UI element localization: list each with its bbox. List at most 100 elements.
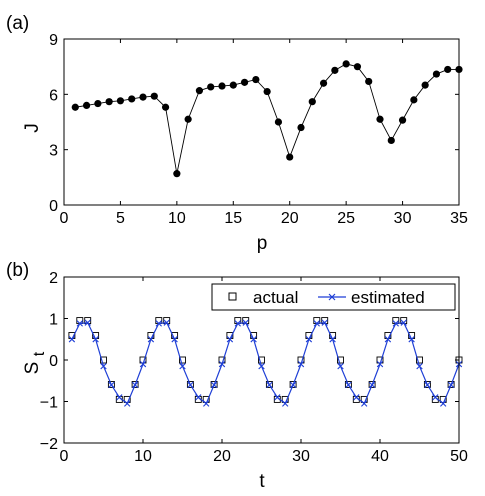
panel-a-data-point: [150, 92, 158, 100]
panel-b-estimated-point: [321, 319, 328, 326]
panel-a-ytick-label: 3: [49, 143, 58, 160]
panel-b-estimated-point: [218, 360, 226, 368]
panel-b-estimated-point: [400, 319, 407, 326]
panel-b-actual-point: [265, 381, 273, 388]
panel-b-estimated-point: [313, 320, 320, 327]
panel-b-ylabel-sub: t: [31, 351, 48, 356]
panel-b-actual-point: [447, 381, 455, 388]
panel-a-data-point: [105, 98, 113, 106]
panel-a-data-point: [286, 153, 294, 161]
panel-b-estimated-point: [100, 363, 107, 370]
legend-estimated-marker: [328, 293, 336, 301]
panel-b-estimated-point: [171, 336, 178, 343]
panel-a-data-point: [331, 66, 339, 74]
panel-b-estimated-point: [108, 381, 115, 389]
panel-b-estimated-point: [195, 394, 202, 401]
panel-b-ylabel-main: S: [22, 362, 43, 375]
panel-b-estimated-point: [282, 400, 289, 407]
panel-b-estimated-point: [147, 336, 155, 343]
panel-b-actual-point: [210, 381, 218, 388]
panel-a-data-point: [263, 87, 271, 96]
panel-a-data-point: [432, 70, 441, 78]
panel-b-estimated-point: [203, 400, 210, 407]
panel-b-ytick-label: 2: [49, 270, 58, 287]
panel-b-estimated-point: [297, 360, 305, 368]
panel-b-estimated-point: [155, 320, 162, 327]
panel-b-axes-box: [63, 276, 460, 444]
panel-b-actual-point: [423, 381, 431, 388]
panel-b-estimated-point: [76, 320, 83, 327]
panel-b-estimated-point: [210, 381, 218, 389]
legend: actual estimated: [211, 283, 456, 311]
panel-b-xtick-label: 0: [60, 448, 69, 465]
panel-b-estimated-point: [384, 336, 392, 343]
panel-b-estimated-point: [250, 336, 257, 343]
panel-b-estimated-point: [376, 360, 384, 368]
panel-a-data-point: [376, 115, 384, 123]
panel-b-estimated-point: [408, 336, 415, 343]
panel-a-xtick-label: 30: [394, 210, 412, 227]
panel-b-estimated-point: [274, 394, 281, 401]
panel-a-axes-box: [63, 38, 460, 206]
panel-b-estimated-point: [447, 381, 455, 389]
panel-b-estimated-point: [187, 381, 194, 389]
chart-panel-a: (a) p J 0 5 10 15 20 25 30 35 0 3 6 9: [6, 13, 468, 254]
panel-a-data-point: [116, 97, 125, 105]
panel-b-xtick-label: 50: [450, 448, 468, 465]
panel-b-estimated-point: [124, 400, 131, 407]
panel-b-actual-point: [131, 381, 139, 388]
panel-a-ytick-label: 6: [49, 87, 58, 104]
panel-b-estimated-point: [234, 320, 241, 327]
panel-a-xtick-label: 10: [168, 210, 186, 227]
panel-a-xtick-label: 35: [450, 210, 468, 227]
panel-b-estimated-point: [116, 394, 123, 401]
panel-a-data-point: [173, 170, 181, 178]
panel-b-ytick-label: −1: [40, 395, 58, 412]
panel-b-estimated-point: [361, 400, 368, 407]
panel-a-data-point: [240, 78, 249, 86]
panel-b-estimated-point: [242, 319, 249, 326]
panel-a-data-point: [444, 65, 452, 74]
panel-b-estimated-point: [131, 381, 139, 389]
panel-a-data-point: [353, 63, 362, 71]
panel-a-data-point: [387, 136, 395, 145]
panel-b-estimated-point: [139, 360, 147, 368]
panel-b-actual-point: [416, 356, 423, 364]
panel-b-estimated-point: [163, 319, 170, 326]
panel-a-data-point: [308, 98, 316, 106]
panel-b-estimated-point: [179, 363, 186, 370]
panel-b-estimated-point: [289, 381, 297, 389]
panel-b-estimated-point: [266, 381, 273, 389]
panel-b-estimated-point: [353, 394, 360, 401]
panel-a-xtick-label: 5: [116, 210, 125, 227]
panel-b-series-1-line: [71, 322, 460, 405]
panel-a-data-point: [71, 103, 79, 111]
panel-a-xtick-label: 0: [60, 210, 69, 227]
panel-b-estimated-point: [92, 336, 99, 343]
panel-a-data-point: [297, 123, 305, 132]
panel-b-actual-point: [186, 381, 194, 388]
panel-b-estimated-point: [305, 336, 313, 343]
panel-b-estimated-point: [368, 381, 376, 389]
panel-b-xtick-label: 30: [292, 448, 310, 465]
panel-b-estimated-point: [432, 394, 439, 401]
panel-b-xlabel: t: [259, 471, 265, 492]
panel-a-data-point: [398, 116, 407, 124]
panel-a-data-point: [161, 103, 170, 111]
panel-a-data-point: [421, 81, 429, 89]
panel-a-data-point: [218, 82, 226, 90]
panel-a-xtick-label: 25: [337, 210, 355, 227]
panel-b-actual-point: [258, 356, 265, 364]
panel-a-xtick-label: 20: [281, 210, 299, 227]
panel-a-label: (a): [6, 13, 29, 34]
panel-a-data-point: [139, 93, 147, 101]
panel-a-data-point: [274, 118, 283, 126]
panel-b-actual-point: [179, 356, 186, 364]
panel-b-estimated-point: [337, 363, 344, 370]
panel-b-ytick-label: 1: [49, 312, 58, 329]
panel-b-actual-point: [368, 381, 376, 388]
panel-a-ytick-label: 0: [49, 198, 58, 215]
panel-a-xlabel: p: [257, 233, 268, 254]
panel-b-xtick-label: 10: [134, 448, 152, 465]
